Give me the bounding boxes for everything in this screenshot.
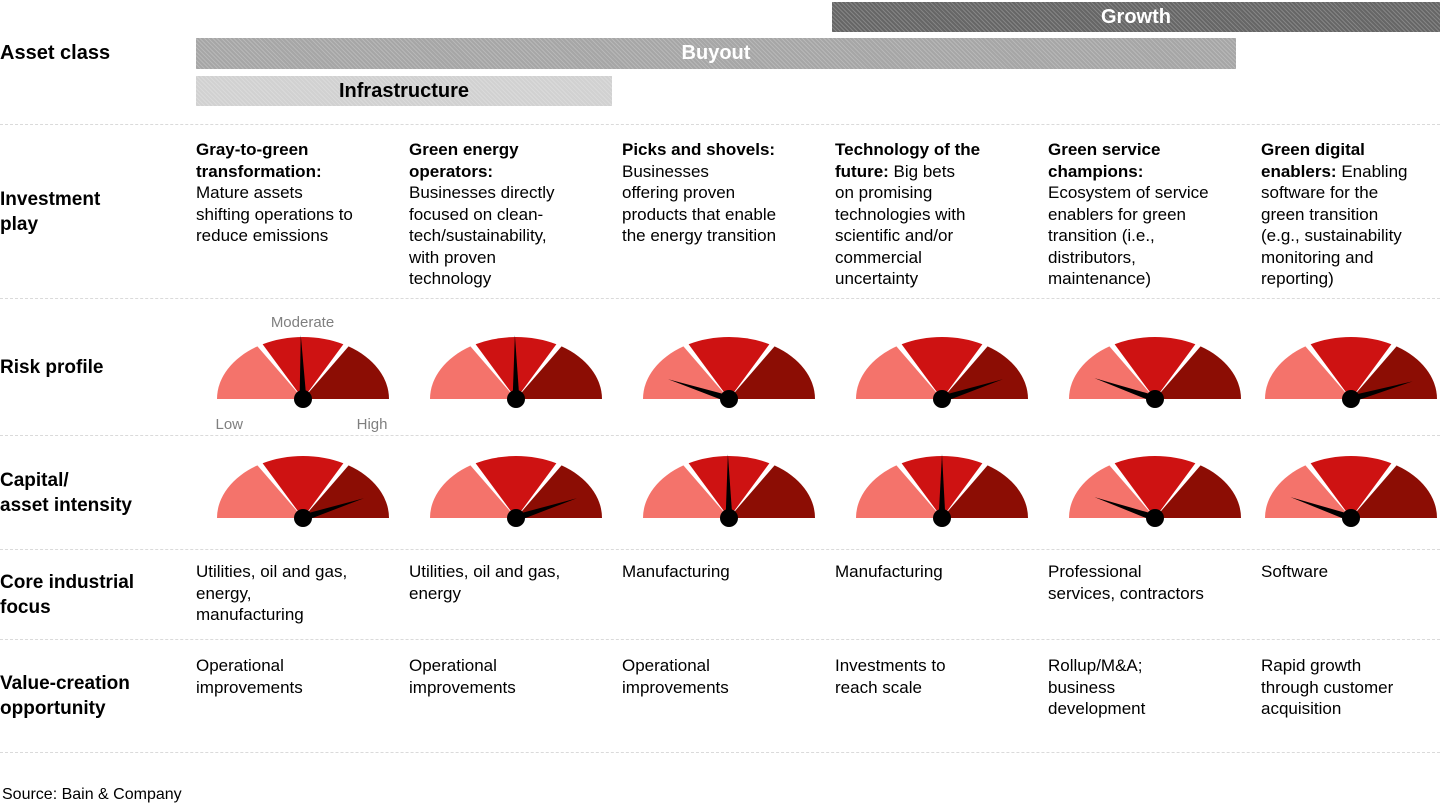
risk-gauge-cell-5	[1048, 299, 1261, 435]
play-description: Businesses directly focused on clean- te…	[409, 183, 555, 288]
gauge-scale-moderate: Moderate	[270, 314, 335, 331]
capital-intensity-row: Capital/ asset intensity	[0, 435, 1440, 549]
investment-play-label: Investment play	[0, 188, 101, 235]
gauge-svg	[1068, 337, 1241, 408]
value-creation-cell-2: Operational improvements	[409, 656, 516, 697]
asset-class-bar-infrastructure: Infrastructure	[196, 76, 612, 106]
play-description: Mature assets shifting operations to red…	[196, 183, 353, 245]
capital-gauge-2	[427, 452, 605, 532]
capital-gauge-4	[853, 452, 1031, 532]
investment-play-cell-1: Gray-to-green transformation: Mature ass…	[196, 125, 409, 298]
risk-gauge-3	[640, 333, 818, 413]
asset-class-bar-growth: Growth	[832, 2, 1440, 32]
gauge-svg	[855, 454, 1028, 527]
capital-gauge-cell-4	[835, 436, 1048, 549]
gauge-svg	[1264, 337, 1437, 408]
risk-profile-label: Risk profile	[0, 356, 104, 378]
capital-gauge-cell-5	[1048, 436, 1261, 549]
risk-gauge-1: Moderate Low High	[214, 314, 392, 433]
capital-gauge-1	[214, 452, 392, 532]
source-note: Source: Bain & Company	[2, 786, 182, 803]
capital-gauge-cell-2	[409, 436, 622, 549]
gauge-svg	[1264, 456, 1437, 527]
capital-gauge-cell-6	[1261, 436, 1440, 549]
capital-gauge-6	[1262, 452, 1440, 532]
value-creation-label: Value-creation opportunity	[0, 673, 130, 719]
risk-gauge-6	[1262, 333, 1440, 413]
asset-class-row: Asset class Growth Buyout Infrastructure	[0, 0, 1440, 124]
gauge-scale-high: High	[356, 416, 388, 433]
value-creation-cell-4: Investments to reach scale	[835, 656, 946, 697]
core-industrial-focus-label: Core industrial focus	[0, 571, 135, 618]
core-focus-cell-6: Software	[1261, 562, 1329, 581]
play-title: Gray-to-green transformation:	[196, 140, 322, 181]
play-title: Green digital enablers:	[1261, 140, 1365, 181]
capital-gauge-cell-3	[622, 436, 835, 549]
risk-gauge-cell-3	[622, 299, 835, 435]
investment-play-cell-3: Picks and shovels: Businesses offering p…	[622, 125, 835, 298]
capital-intensity-label: Capital/ asset intensity	[0, 469, 132, 516]
gauge-svg	[642, 337, 815, 408]
play-description: Ecosystem of service enablers for green …	[1048, 183, 1209, 288]
core-focus-cell-2: Utilities, oil and gas, energy	[409, 562, 561, 603]
core-focus-cell-3: Manufacturing	[622, 562, 730, 581]
investment-play-cell-4: Technology of the future: Big bets on pr…	[835, 125, 1048, 298]
gauge-svg	[855, 337, 1028, 408]
risk-profile-row: Risk profile Moderate Low High	[0, 298, 1440, 435]
gauge-svg	[216, 335, 389, 408]
risk-gauge-cell-4	[835, 299, 1048, 435]
asset-class-bar-buyout: Buyout	[196, 38, 1236, 69]
investment-play-cell-2: Green energy operators: Businesses direc…	[409, 125, 622, 298]
risk-gauge-5	[1066, 333, 1244, 413]
value-creation-row: Value-creation opportunity Operational i…	[0, 639, 1440, 753]
play-description: Businesses offering proven products that…	[622, 161, 777, 245]
play-title: Green energy operators:	[409, 140, 519, 181]
risk-gauge-2	[427, 333, 605, 413]
risk-gauge-4	[853, 333, 1031, 413]
core-industrial-focus-row: Core industrial focus Utilities, oil and…	[0, 549, 1440, 639]
core-focus-cell-4: Manufacturing	[835, 562, 943, 581]
value-creation-cell-1: Operational improvements	[196, 656, 303, 697]
investment-play-cell-5: Green service champions: Ecosystem of se…	[1048, 125, 1261, 298]
gauge-svg	[1068, 456, 1241, 527]
play-title: Green service champions:	[1048, 140, 1161, 181]
play-title: Picks and shovels:	[622, 140, 776, 159]
gauge-svg	[429, 335, 602, 408]
risk-gauge-cell-2	[409, 299, 622, 435]
value-creation-cell-6: Rapid growth through customer acquisitio…	[1261, 656, 1394, 718]
gauge-svg	[216, 456, 389, 527]
play-description: Enabling software for the green transiti…	[1261, 161, 1408, 289]
play-title: Technology of the future:	[835, 140, 981, 181]
core-focus-cell-5: Professional services, contractors	[1048, 562, 1204, 603]
core-focus-cell-1: Utilities, oil and gas, energy, manufact…	[196, 562, 348, 624]
gauge-svg	[429, 456, 602, 527]
play-description: Big bets on promising technologies with …	[835, 161, 966, 289]
gauge-scale-low: Low	[215, 416, 244, 433]
risk-gauge-cell-1: Moderate Low High	[196, 299, 409, 435]
capital-gauge-3	[640, 452, 818, 532]
asset-class-label: Asset class	[0, 42, 111, 64]
risk-gauge-cell-6	[1261, 299, 1440, 435]
capital-gauge-5	[1066, 452, 1244, 532]
capital-gauge-cell-1	[196, 436, 409, 549]
value-creation-cell-3: Operational improvements	[622, 656, 729, 697]
value-creation-cell-5: Rollup/M&A; business development	[1048, 656, 1146, 718]
gauge-svg	[642, 454, 815, 527]
investment-play-cell-6: Green digital enablers: Enabling softwar…	[1261, 125, 1440, 298]
investment-play-row: Investment play Gray-to-green transforma…	[0, 124, 1440, 298]
